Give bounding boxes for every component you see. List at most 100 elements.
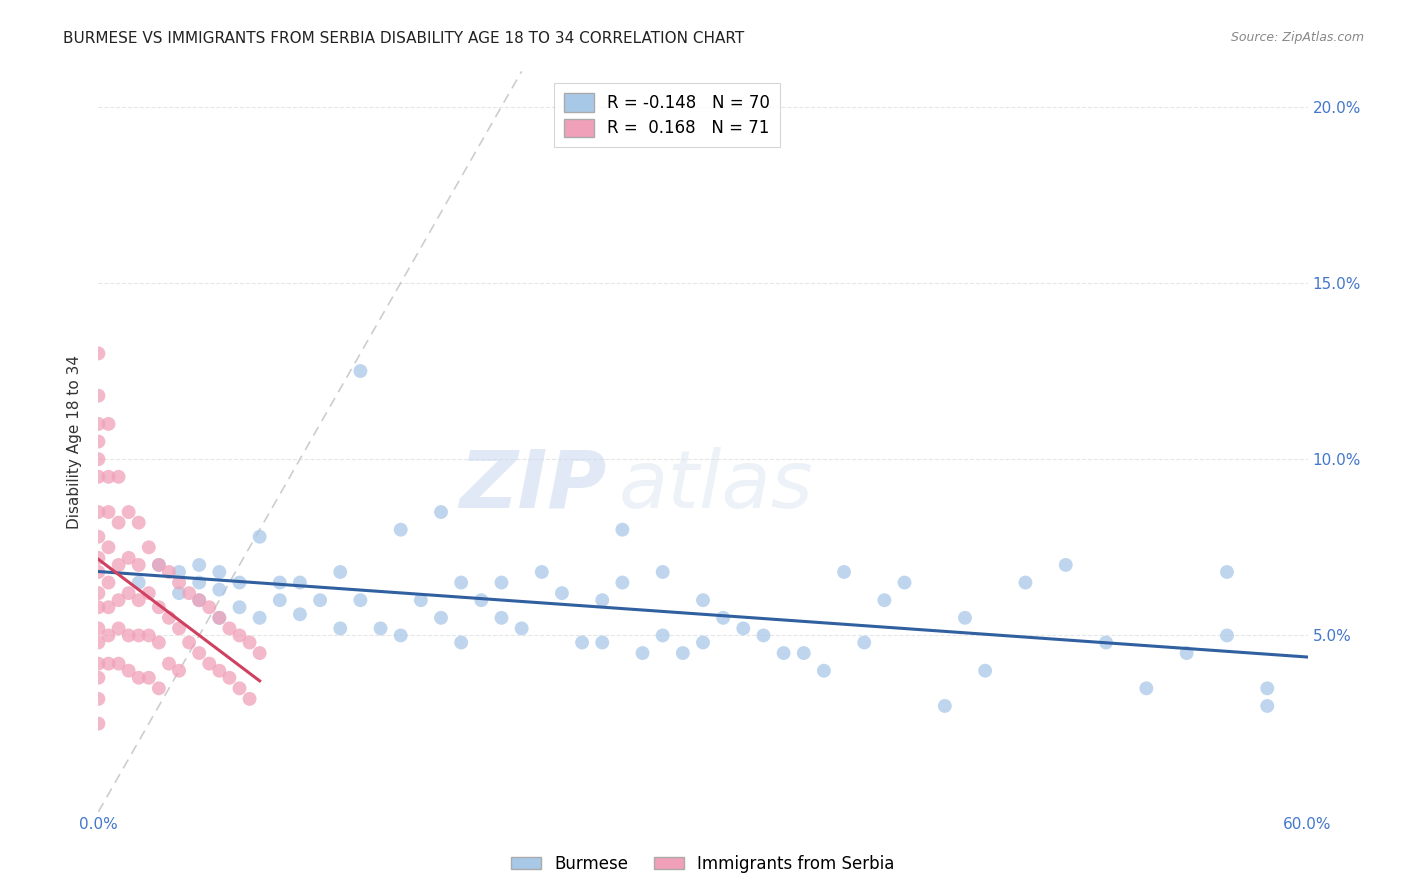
Point — [188, 646, 211, 660]
Point — [128, 671, 150, 685]
Point — [288, 607, 311, 622]
Point — [893, 575, 915, 590]
Point — [1216, 565, 1239, 579]
Point — [208, 582, 231, 597]
Point — [167, 621, 190, 635]
Point — [430, 611, 453, 625]
Point — [87, 505, 110, 519]
Point — [128, 575, 150, 590]
Point — [188, 575, 211, 590]
Point — [167, 586, 190, 600]
Point — [470, 593, 492, 607]
Point — [148, 558, 170, 572]
Point — [167, 664, 190, 678]
Point — [953, 611, 976, 625]
Point — [793, 646, 815, 660]
Point — [87, 671, 110, 685]
Point — [179, 586, 201, 600]
Point — [218, 671, 240, 685]
Point — [148, 635, 170, 649]
Point — [430, 505, 453, 519]
Point — [107, 621, 129, 635]
Point — [228, 575, 250, 590]
Point — [97, 600, 120, 615]
Point — [208, 664, 231, 678]
Point — [309, 593, 332, 607]
Point — [167, 565, 190, 579]
Point — [228, 628, 250, 642]
Point — [128, 628, 150, 642]
Point — [97, 657, 120, 671]
Point — [87, 565, 110, 579]
Point — [157, 657, 180, 671]
Point — [118, 505, 141, 519]
Y-axis label: Disability Age 18 to 34: Disability Age 18 to 34 — [67, 354, 83, 529]
Point — [188, 593, 211, 607]
Point — [853, 635, 876, 649]
Point — [198, 657, 221, 671]
Point — [97, 417, 120, 431]
Point — [107, 657, 129, 671]
Point — [97, 541, 120, 555]
Point — [128, 558, 150, 572]
Point — [239, 692, 262, 706]
Point — [87, 600, 110, 615]
Point — [651, 628, 673, 642]
Point — [249, 530, 271, 544]
Legend: Burmese, Immigrants from Serbia: Burmese, Immigrants from Serbia — [505, 848, 901, 880]
Point — [249, 646, 271, 660]
Point — [752, 628, 775, 642]
Point — [1256, 698, 1278, 713]
Point — [87, 550, 110, 565]
Point — [157, 611, 180, 625]
Point — [87, 389, 110, 403]
Point — [97, 505, 120, 519]
Point — [157, 565, 180, 579]
Point — [288, 575, 311, 590]
Point — [87, 657, 110, 671]
Point — [329, 565, 352, 579]
Point — [107, 593, 129, 607]
Point — [218, 621, 240, 635]
Point — [167, 575, 190, 590]
Point — [128, 593, 150, 607]
Point — [188, 593, 211, 607]
Point — [239, 635, 262, 649]
Point — [349, 364, 371, 378]
Point — [692, 593, 714, 607]
Point — [118, 664, 141, 678]
Point — [1014, 575, 1036, 590]
Point — [1054, 558, 1077, 572]
Point — [87, 586, 110, 600]
Point — [349, 593, 371, 607]
Point — [832, 565, 855, 579]
Point — [107, 558, 129, 572]
Point — [118, 550, 141, 565]
Text: BURMESE VS IMMIGRANTS FROM SERBIA DISABILITY AGE 18 TO 34 CORRELATION CHART: BURMESE VS IMMIGRANTS FROM SERBIA DISABI… — [63, 31, 745, 46]
Point — [450, 635, 472, 649]
Point — [329, 621, 352, 635]
Point — [138, 586, 160, 600]
Point — [148, 681, 170, 696]
Point — [269, 575, 291, 590]
Point — [198, 600, 221, 615]
Point — [692, 635, 714, 649]
Point — [118, 586, 141, 600]
Point — [1216, 628, 1239, 642]
Point — [389, 628, 412, 642]
Point — [228, 681, 250, 696]
Point — [87, 635, 110, 649]
Point — [87, 434, 110, 449]
Legend: R = -0.148   N = 70, R =  0.168   N = 71: R = -0.148 N = 70, R = 0.168 N = 71 — [554, 83, 780, 147]
Point — [87, 417, 110, 431]
Point — [591, 635, 613, 649]
Point — [409, 593, 432, 607]
Text: Source: ZipAtlas.com: Source: ZipAtlas.com — [1230, 31, 1364, 45]
Point — [87, 530, 110, 544]
Point — [148, 558, 170, 572]
Text: ZIP: ZIP — [458, 447, 606, 525]
Point — [118, 628, 141, 642]
Point — [138, 628, 160, 642]
Point — [612, 575, 634, 590]
Point — [651, 565, 673, 579]
